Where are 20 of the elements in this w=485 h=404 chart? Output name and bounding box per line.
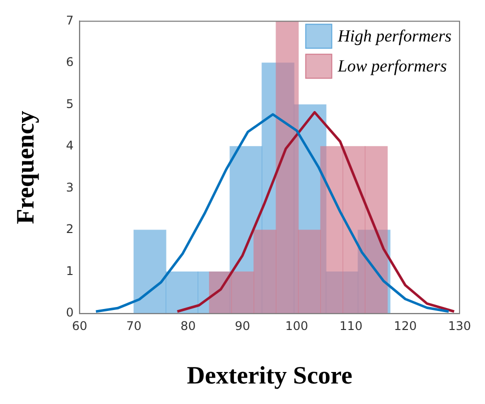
x-tick-label: 100 <box>285 318 308 333</box>
y-tick-label: 2 <box>66 222 74 236</box>
x-tick-label: 70 <box>126 318 142 333</box>
y-tick-label: 5 <box>66 96 74 111</box>
y-tick-label: 6 <box>66 55 74 70</box>
x-tick-label: 60 <box>72 318 88 333</box>
y-tick-label: 3 <box>66 180 74 194</box>
x-tick-label: 110 <box>340 318 362 333</box>
y-tick-label: 1 <box>66 264 74 278</box>
x-tick-label: 80 <box>180 318 196 333</box>
legend-label: Low performers <box>336 56 448 76</box>
x-axis-title: Dexterity Score <box>186 362 352 390</box>
legend-label: High performers <box>336 26 452 46</box>
x-tick-label: 130 <box>448 318 471 333</box>
y-tick-label: 7 <box>66 13 74 28</box>
x-tick-label: 120 <box>394 318 417 333</box>
x-tick-label: 90 <box>234 318 250 333</box>
y-tick-label: 4 <box>66 138 74 153</box>
y-axis-title: Frequency <box>12 110 40 224</box>
y-tick-label: 0 <box>66 306 74 320</box>
